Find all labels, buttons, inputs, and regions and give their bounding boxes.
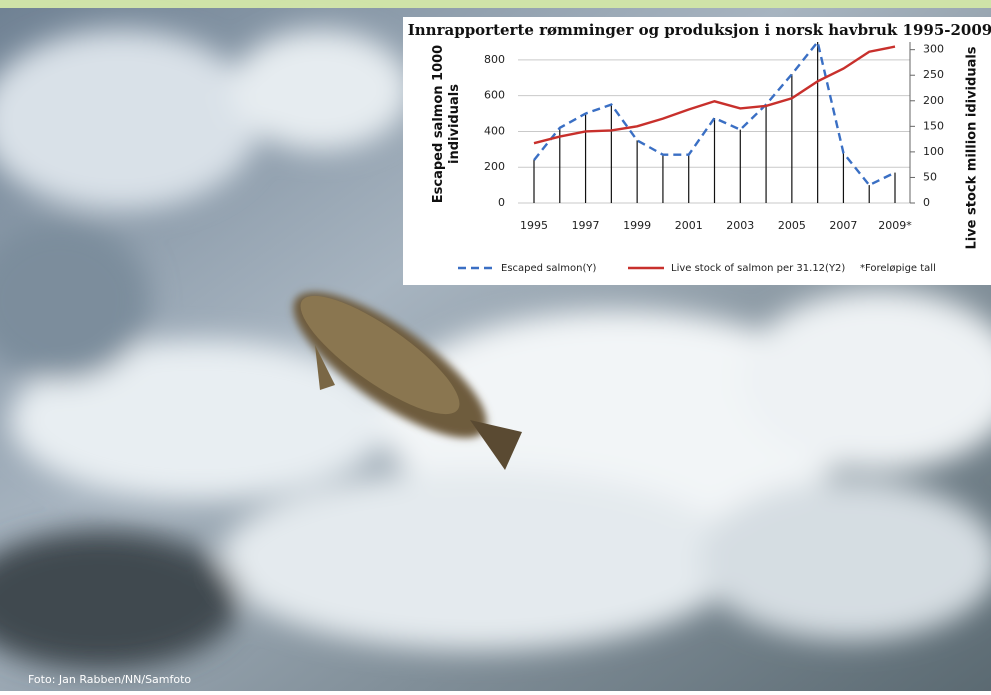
y2-tick-label: 150 <box>923 119 944 132</box>
x-tick-label: 1997 <box>572 219 600 232</box>
y2-tick-label: 200 <box>923 94 944 107</box>
y2-axis-title: Live stock million idividuals <box>965 46 980 249</box>
x-tick-label: 2009* <box>878 219 912 232</box>
x-tick-label: 1995 <box>520 219 548 232</box>
y2-tick-label: 300 <box>923 43 944 56</box>
x-tick-label: 1999 <box>623 219 651 232</box>
y-tick-label: 600 <box>484 89 505 102</box>
y2-tick-label: 50 <box>923 170 937 183</box>
top-band <box>0 0 991 8</box>
legend-label: Escaped salmon(Y) <box>501 263 597 274</box>
y-axis-title-line: Escaped salmon 1000 <box>431 45 446 203</box>
y-tick-label: 200 <box>484 160 505 173</box>
y-tick-label: 800 <box>484 53 505 66</box>
chart-title: Innrapporterte rømminger og produksjon i… <box>408 21 991 39</box>
x-tick-label: 2003 <box>726 219 754 232</box>
screen: Foto: Jan Rabben/NN/Samfoto Innrapporter… <box>0 0 991 691</box>
y2-tick-label: 0 <box>923 196 930 209</box>
chart-note: *Foreløpige tall <box>860 263 936 274</box>
x-tick-label: 2007 <box>829 219 857 232</box>
x-tick-label: 2001 <box>675 219 703 232</box>
y-axis-title-line: individuals <box>447 84 462 164</box>
y-tick-label: 0 <box>498 196 505 209</box>
x-tick-label: 2005 <box>778 219 806 232</box>
y2-tick-label: 250 <box>923 68 944 81</box>
y-tick-label: 400 <box>484 124 505 137</box>
y2-tick-label: 100 <box>923 145 944 158</box>
page: Foto: Jan Rabben/NN/Samfoto Innrapporter… <box>0 0 991 691</box>
photo-credit: Foto: Jan Rabben/NN/Samfoto <box>28 673 191 686</box>
legend-label: Live stock of salmon per 31.12(Y2) <box>671 263 845 274</box>
